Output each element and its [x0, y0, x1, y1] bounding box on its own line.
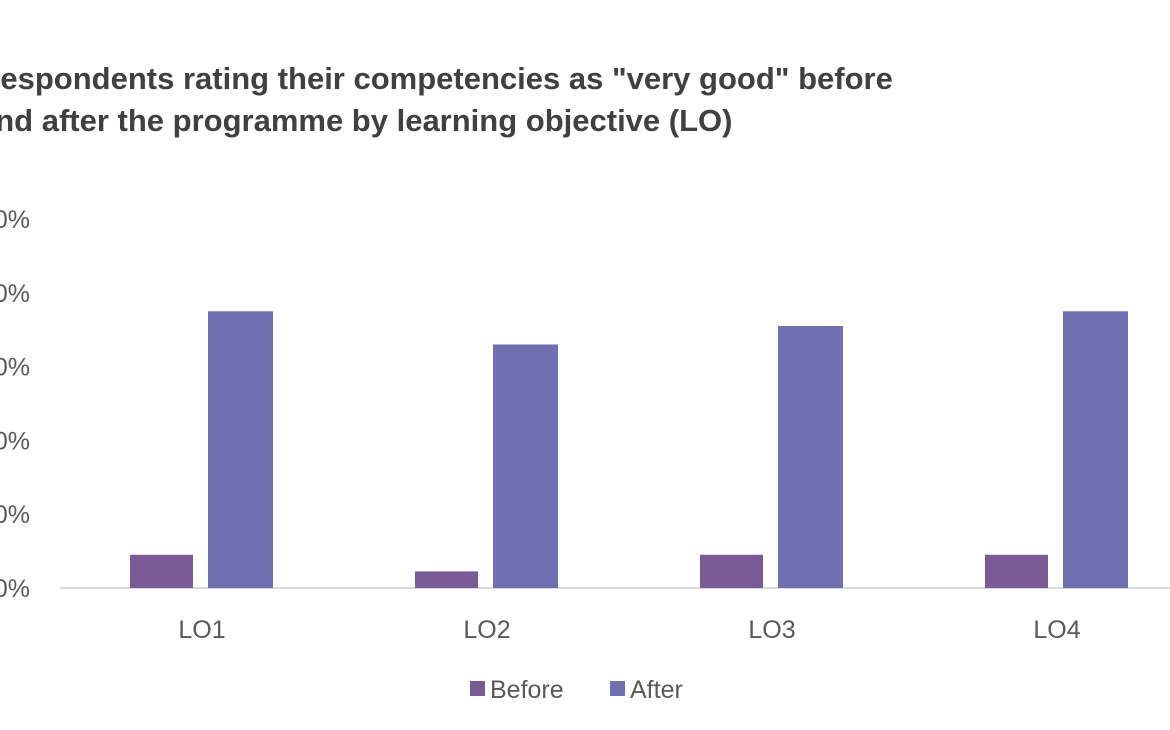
chart-title-line-2: and after the programme by learning obje…	[0, 103, 733, 138]
bar-before-lo2	[415, 571, 478, 588]
legend-swatch-after	[610, 681, 625, 696]
y-tick-label: 100%	[0, 206, 30, 234]
x-tick-label: LO1	[178, 616, 225, 644]
legend-label-after: After	[630, 676, 683, 704]
bar-after-lo2	[493, 344, 558, 588]
bar-after-lo1	[208, 311, 273, 588]
y-tick-label: 20%	[0, 501, 30, 529]
y-tick-label: 40%	[0, 427, 30, 455]
x-tick-label: LO4	[1033, 616, 1080, 644]
chart-title-line-1: Respondents rating their competencies as…	[0, 61, 893, 96]
legend-swatch-before	[470, 681, 485, 696]
legend-label-before: Before	[490, 676, 564, 704]
bar-before-lo4	[985, 554, 1048, 588]
y-tick-label: 60%	[0, 354, 30, 382]
bar-before-lo3	[700, 554, 763, 588]
y-tick-label: 0%	[0, 575, 30, 603]
bar-after-lo3	[778, 326, 843, 588]
chart-title: Respondents rating their competencies as…	[0, 58, 893, 142]
x-tick-label: LO2	[463, 616, 510, 644]
bar-before-lo1	[130, 554, 193, 588]
x-tick-label: LO3	[748, 616, 795, 644]
y-tick-label: 80%	[0, 280, 30, 308]
bar-after-lo4	[1063, 311, 1128, 588]
